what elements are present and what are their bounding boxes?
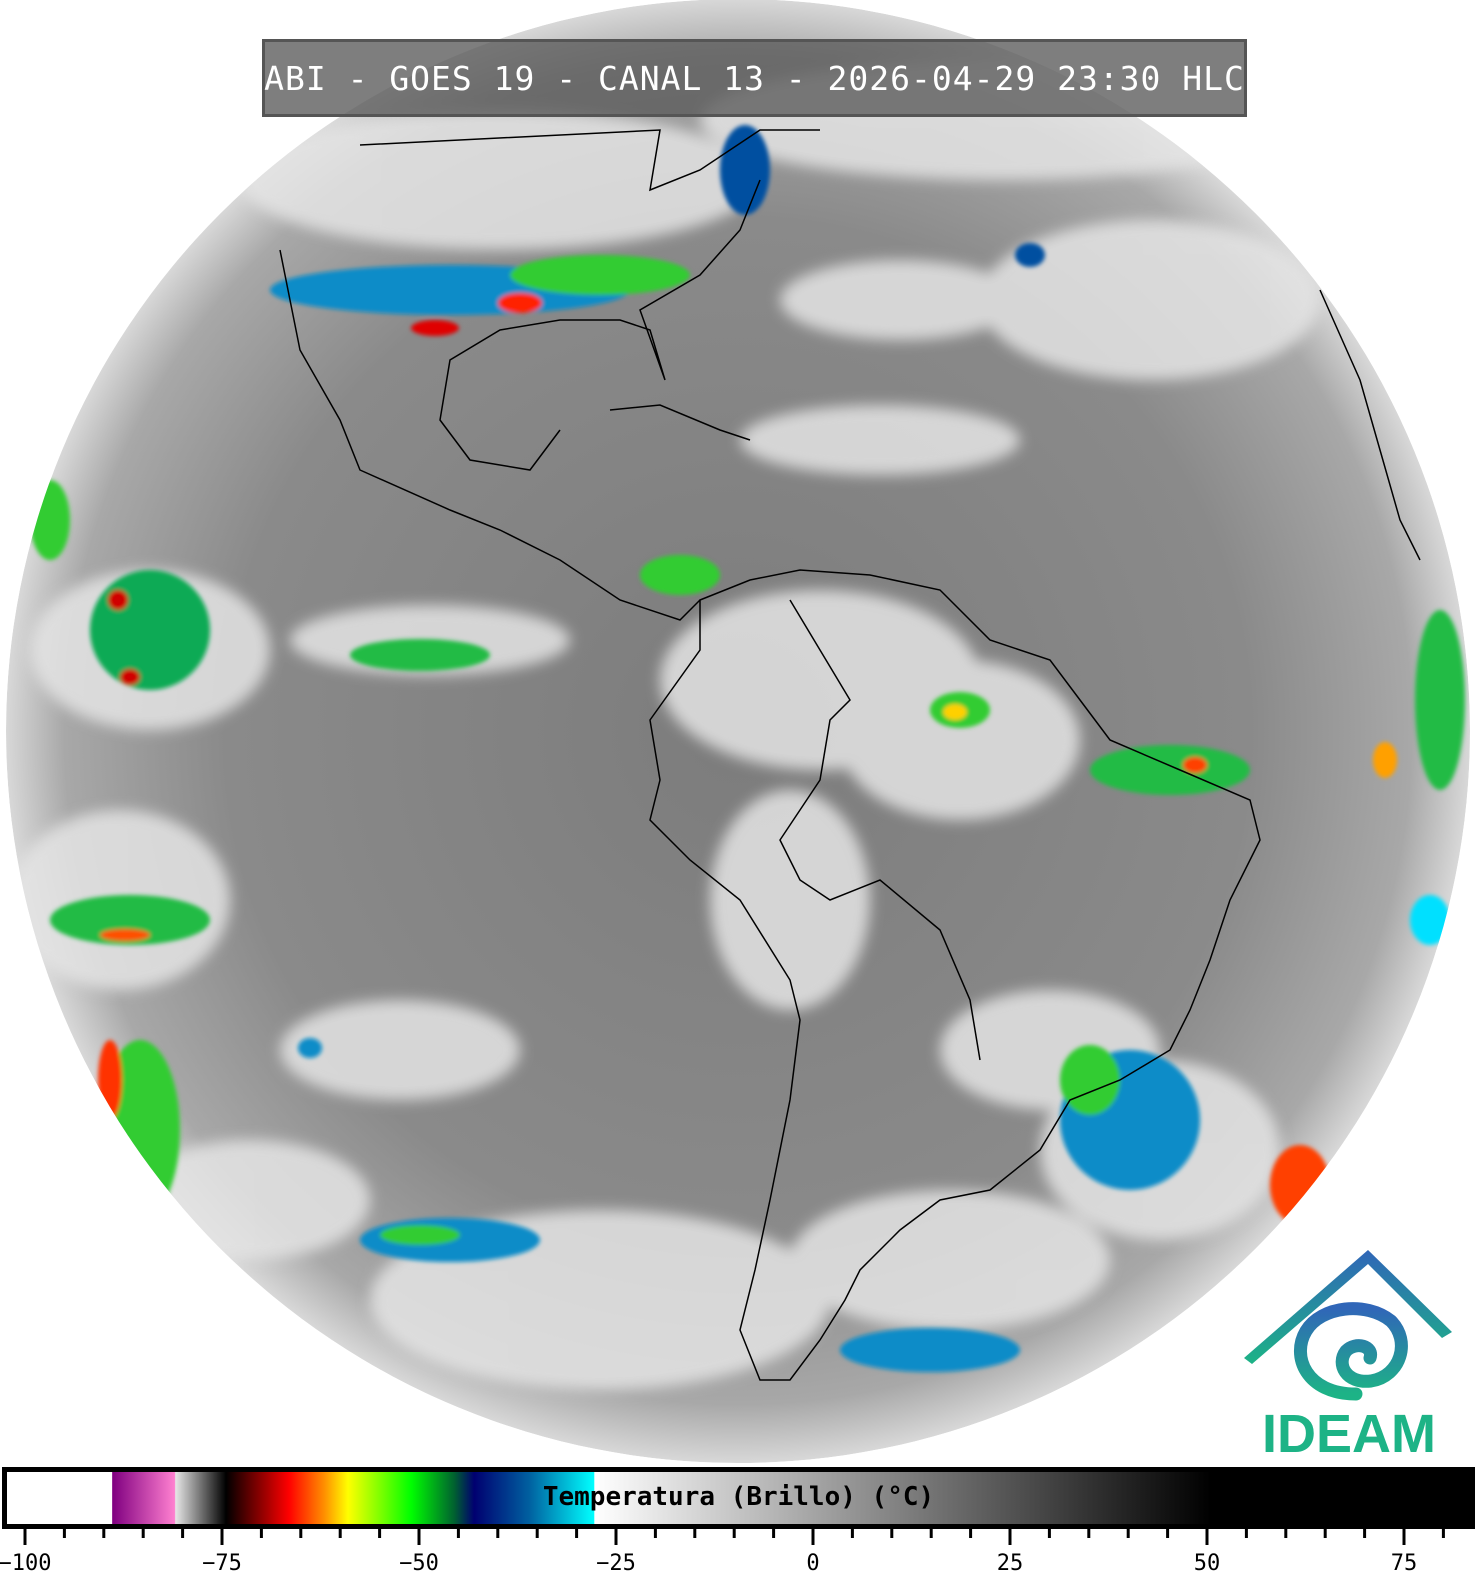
tick-label: 50	[1194, 1551, 1221, 1576]
colorbar-axis: −100 −75 −50 −25 0 25 50 75	[0, 1528, 1445, 1576]
image-title: ABI - GOES 19 - CANAL 13 - 2026-04-29 23…	[264, 58, 1245, 98]
ideam-logo: IDEAM	[1236, 1246, 1462, 1461]
tick-label: −25	[596, 1551, 636, 1576]
colorbar-label: Temperatura (Brillo) (°C)	[542, 1482, 935, 1512]
tick-label: 75	[1391, 1551, 1418, 1576]
temperature-colorbar: Temperatura (Brillo) (°C)	[2, 1467, 1475, 1529]
satellite-full-disk-image	[6, 0, 1470, 1463]
tick-label: −50	[399, 1551, 439, 1576]
title-banner: ABI - GOES 19 - CANAL 13 - 2026-04-29 23…	[262, 39, 1247, 117]
tick-label: −75	[202, 1551, 242, 1576]
tick-label: 0	[806, 1551, 819, 1576]
ideam-logo-icon	[1244, 1250, 1452, 1401]
tick-label: 25	[997, 1551, 1024, 1576]
tick-label: −100	[0, 1551, 51, 1576]
ideam-logo-text: IDEAM	[1262, 1404, 1436, 1464]
coastlines	[279, 129, 1421, 1381]
